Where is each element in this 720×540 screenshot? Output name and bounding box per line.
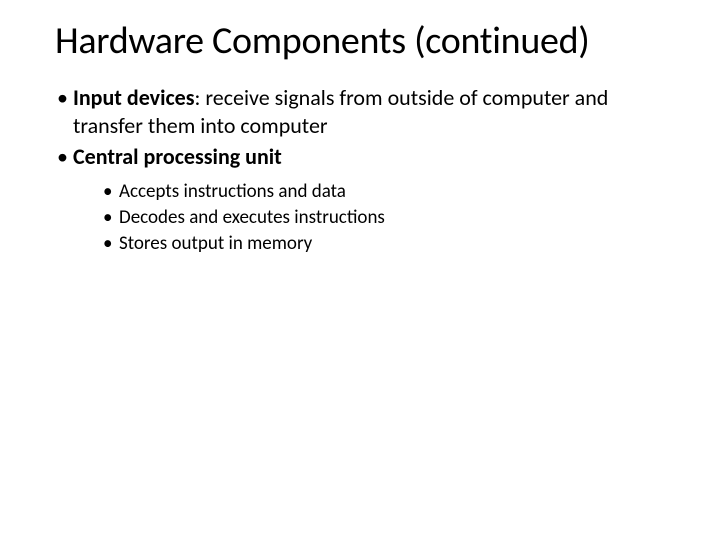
slide-title: Hardware Components (continued): [55, 20, 665, 64]
bullet-term: Input devices: [73, 84, 195, 111]
bullet-term: Central processing unit: [73, 143, 282, 170]
bullet-separator: :: [195, 84, 206, 111]
bullet-list-level2: Accepts instructions and data Decodes an…: [101, 179, 665, 256]
bullet-item: Input devices: receive signals from outs…: [55, 84, 665, 141]
bullet-list-level1: Input devices: receive signals from outs…: [55, 84, 665, 257]
sub-bullet-item: Stores output in memory: [101, 231, 665, 257]
bullet-item: Central processing unit Accepts instruct…: [55, 143, 665, 257]
sub-bullet-item: Decodes and executes instructions: [101, 205, 665, 231]
sub-bullet-item: Accepts instructions and data: [101, 179, 665, 205]
